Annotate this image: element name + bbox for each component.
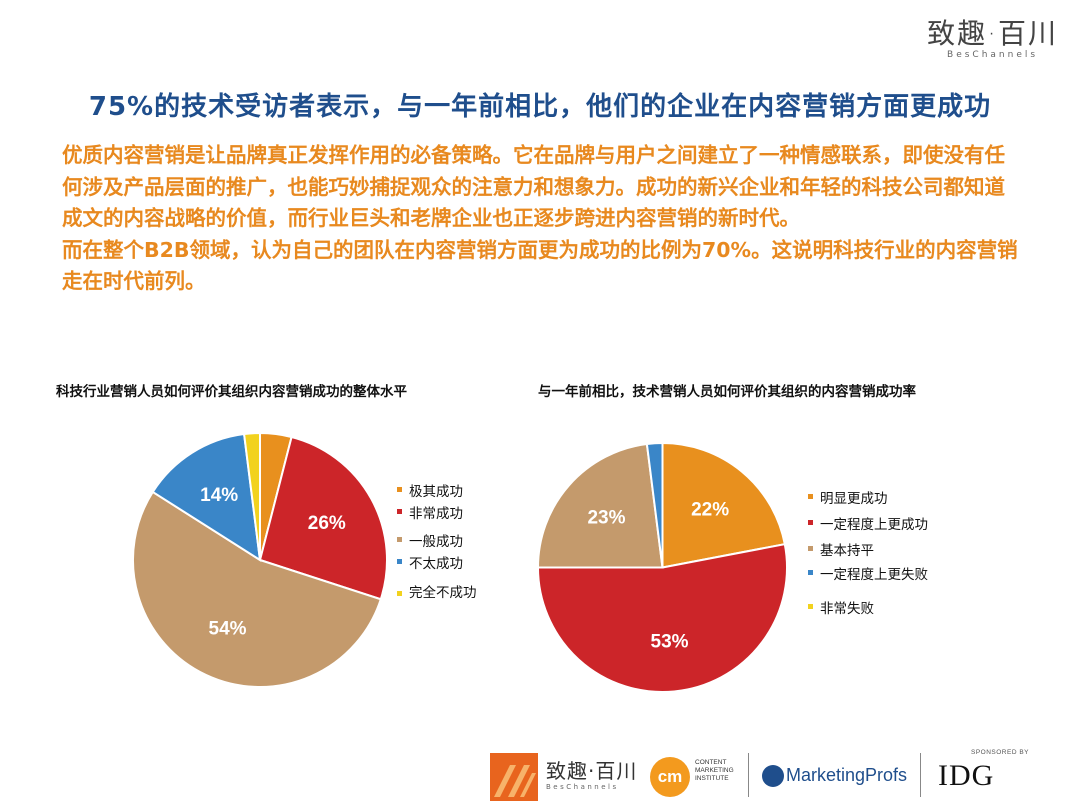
pie-slice-2 xyxy=(536,543,788,694)
legend-swatch xyxy=(397,487,402,492)
legend-label: 一般成功 xyxy=(409,534,463,550)
pie-data-label: 14% xyxy=(200,485,238,506)
pie-slice-4 xyxy=(151,432,262,562)
pie-data-label: 22% xyxy=(691,499,729,520)
legend-item: 明显更成功 xyxy=(808,487,888,507)
legend-label: 非常成功 xyxy=(409,506,463,522)
legend-item: 非常失败 xyxy=(808,597,874,617)
chart1-pie: 4% 26% 54% 14% 2% xyxy=(132,430,388,689)
footer-divider xyxy=(748,753,749,797)
legend-label: 基本持平 xyxy=(820,543,874,559)
footer-brand: 致趣·百川 BesChannels xyxy=(546,759,637,791)
legend-item: 完全不成功 xyxy=(397,584,479,603)
body-paragraph-1: 优质内容营销是让品牌真正发挥作用的必备策略。它在品牌与用户之间建立了一种情感联系… xyxy=(62,143,1005,230)
legend-label: 不太成功 xyxy=(409,556,463,572)
legend-swatch xyxy=(808,570,813,575)
footer-logos: 致趣·百川 BesChannels cm CONTENT MARKETING I… xyxy=(490,745,1050,805)
legend-item: 极其成功 xyxy=(397,480,463,500)
pie-slice-3 xyxy=(132,490,383,689)
legend-swatch xyxy=(397,509,402,514)
headline: 75%的技术受访者表示，与一年前相比，他们的企业在内容营销方面更成功 xyxy=(88,92,992,122)
chart2-pie: 22%53%23%2%0% xyxy=(536,441,788,694)
pie-data-label: 23% xyxy=(587,508,625,529)
pie-data-label: 4% xyxy=(276,430,295,433)
legend-label: 一定程度上更成功 xyxy=(820,517,928,533)
footer-brand-cn: 致趣·百川 xyxy=(546,759,638,783)
brand-name-en: BesChannels xyxy=(947,50,1039,60)
legend-swatch xyxy=(808,494,813,499)
legend-swatch xyxy=(397,537,402,542)
body-paragraph-2: 而在整个B2B领域，认为自己的团队在内容营销方面更为成功的比例为70%。这说明科… xyxy=(62,237,1018,294)
legend-item: 不太成功 xyxy=(397,552,463,572)
cmi-text-line: MARKETING xyxy=(695,767,734,774)
legend-item: 一定程度上更成功 xyxy=(808,513,928,533)
sponsored-by-label: SPONSORED BY xyxy=(971,749,1030,756)
cmi-logo-text: CONTENT MARKETING INSTITUTE xyxy=(695,759,734,783)
legend-item: 非常成功 xyxy=(397,502,463,522)
legend-swatch xyxy=(808,546,813,551)
pie-slice-5 xyxy=(242,431,261,561)
chart2-legend: 明显更成功一定程度上更成功 基本持平一定程度上更失败 非常失败 xyxy=(808,487,968,617)
legend-item: 一定程度上更失败 xyxy=(808,563,928,583)
brand-name-cn: 致趣·百川 xyxy=(927,17,1058,50)
pie-slice-4 xyxy=(645,441,664,568)
marketingprofs-logo-text: MarketingProfs xyxy=(786,765,908,785)
pie-data-label: 26% xyxy=(308,513,346,534)
beschannels-logo-icon xyxy=(490,753,538,801)
legend-swatch xyxy=(397,559,402,564)
legend-label: 非常失败 xyxy=(820,601,874,617)
chart1-title: 科技行业营销人员如何评价其组织内容营销成功的整体水平 xyxy=(56,384,407,400)
legend-label: 完全不成功 xyxy=(409,585,477,601)
body-text: 优质内容营销是让品牌真正发挥作用的必备策略。它在品牌与用户之间建立了一种情感联系… xyxy=(62,140,1022,298)
pie-slice-1 xyxy=(661,441,786,569)
legend-label: 极其成功 xyxy=(409,484,463,500)
legend-item: 一般成功 xyxy=(397,530,463,550)
pie-data-label: 2% xyxy=(236,430,255,432)
legend-label: 明显更成功 xyxy=(820,491,888,507)
brand-logo-top: 致趣·百川 BesChannels xyxy=(927,17,1058,61)
pie-slice-3 xyxy=(536,442,664,569)
cmi-text-line: INSTITUTE xyxy=(695,775,729,782)
pie-data-label: 53% xyxy=(651,631,689,652)
footer-brand-en: BesChannels xyxy=(546,783,619,791)
pie-data-label: 54% xyxy=(209,618,247,639)
legend-swatch xyxy=(808,604,813,609)
legend-swatch xyxy=(397,591,402,596)
footer-divider xyxy=(920,753,921,797)
chart2-title: 与一年前相比，技术营销人员如何评价其组织的内容营销成功率 xyxy=(538,384,916,400)
cmi-text-line: CONTENT xyxy=(695,759,727,766)
chart1-legend: 极其成功非常成功一般成功不太成功完全不成功 xyxy=(397,480,497,630)
pie-slice-2 xyxy=(258,435,388,601)
idg-logo-text: IDG xyxy=(938,759,995,792)
legend-item: 基本持平 xyxy=(808,539,874,559)
marketingprofs-logo-icon xyxy=(762,765,784,787)
legend-swatch xyxy=(808,520,813,525)
cmi-logo-icon: cm xyxy=(650,757,690,797)
legend-label: 一定程度上更失败 xyxy=(820,567,928,583)
